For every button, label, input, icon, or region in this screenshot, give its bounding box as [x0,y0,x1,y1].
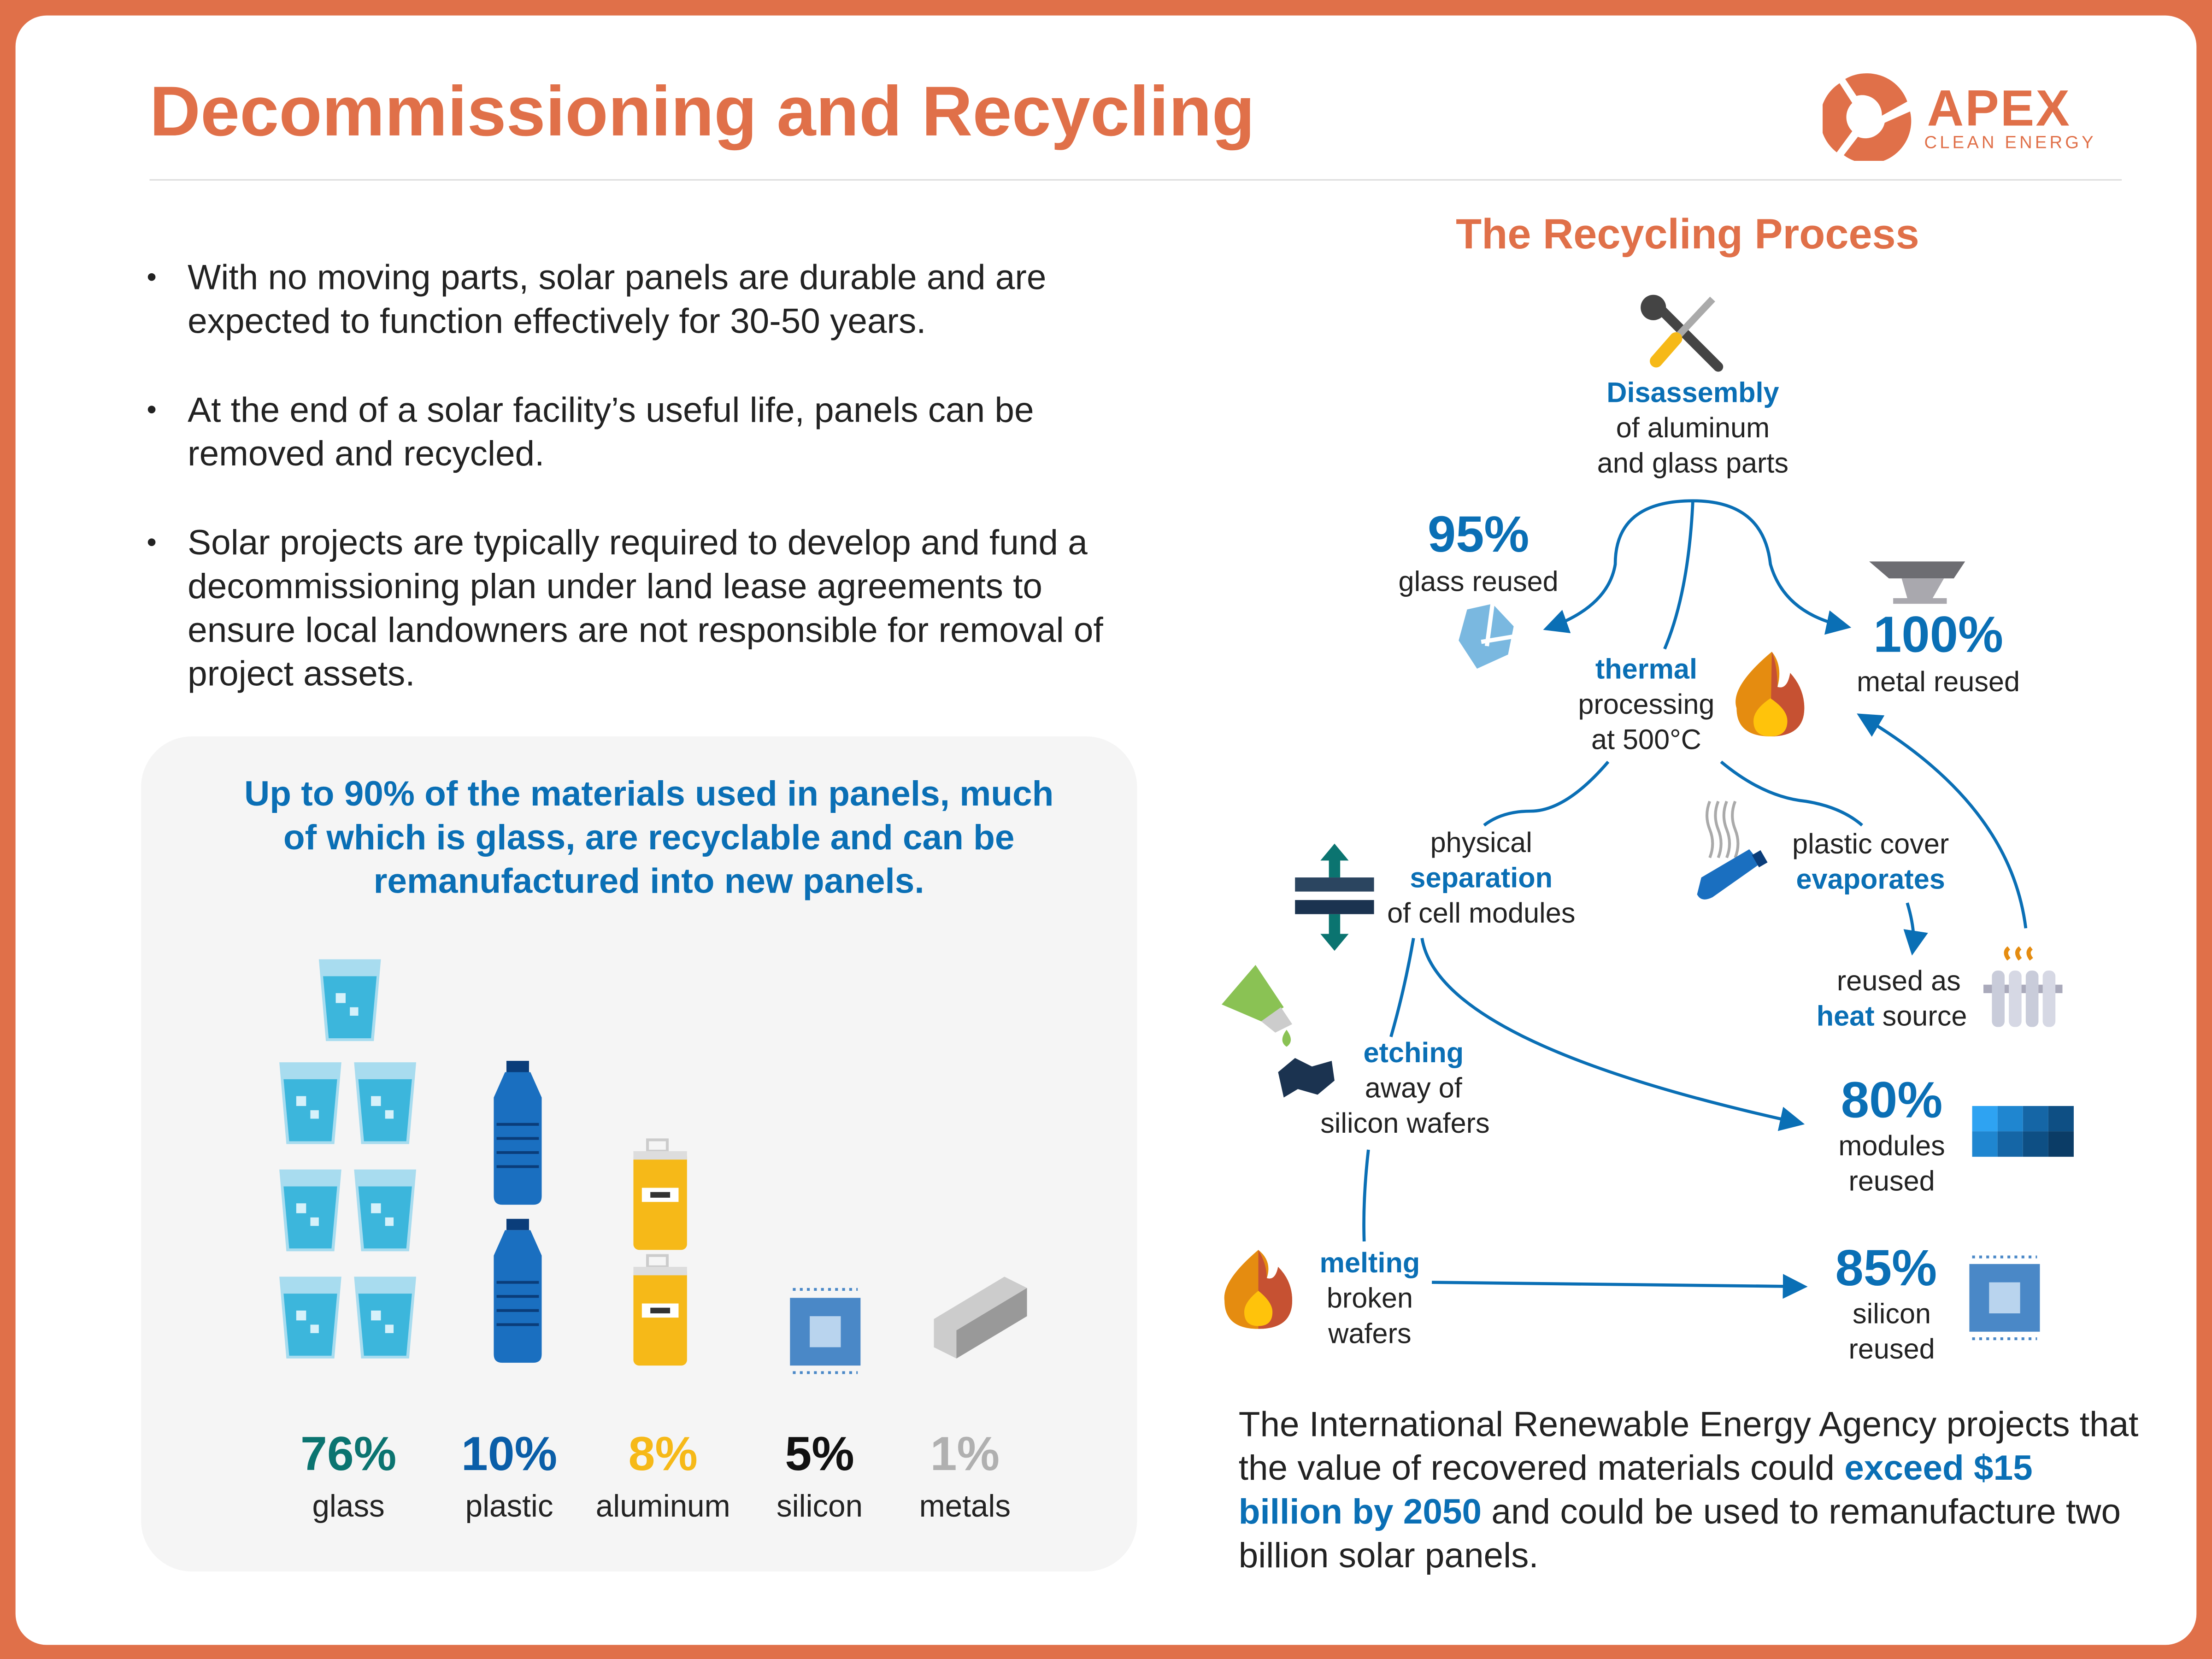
fire-icon [1735,652,1805,736]
aluminum-label: aluminum [595,1488,730,1524]
evaporates-title: evaporates [1796,865,1945,896]
bullet-item: Solar projects are typically required to… [141,522,1129,697]
process-title: The Recycling Process [1456,212,1919,259]
steam-bottle-icon [1697,800,1768,900]
radiator-icon [1983,946,2063,1027]
silicon-reused-label: silicon reused [1807,1298,1976,1368]
divider [149,179,2122,181]
note-text: The International Renewable Energy Agenc… [1238,1405,2139,1488]
heat-line: reused as [1836,966,1961,998]
glass-shards-icon [1459,603,1516,669]
melting-title: melting [1319,1248,1420,1280]
line-to-etching [1389,938,1415,1037]
glass-percent: 76% [300,1427,397,1482]
apex-logo-icon [1820,71,1913,168]
silicon-line: silicon [1852,1299,1931,1330]
fire-icon [1224,1250,1293,1329]
arrow-to-modules [1420,938,1805,1131]
silicon-chunks-icon [1278,1058,1335,1098]
page-title: Decommissioning and Recycling [149,72,1255,151]
melting-line: wafers [1328,1319,1412,1350]
heat-title: heat [1816,1001,1875,1033]
line-to-thermal [1663,500,1694,650]
metal-reused-percent: 100% [1873,605,2003,663]
thermal-line: at 500°C [1591,725,1701,756]
etching-step: etching away of silicon wafers [1306,1037,1504,1143]
arrow-to-heat [1903,902,1928,956]
modules-reused-percent: 80% [1841,1071,1943,1129]
silicon-reused-percent: 85% [1835,1238,1937,1297]
metal-beam-icon [934,1277,1027,1359]
evaporates-step: plastic cover evaporates [1772,828,1970,899]
disassembly-line: of aluminum [1616,413,1770,445]
etching-title: etching [1363,1038,1464,1070]
separation-title: separation [1410,863,1553,894]
line-to-melting [1362,1149,1370,1241]
arrow-to-metal [1693,499,1852,635]
melting-line: broken [1326,1283,1413,1315]
separation-step: physical separation of cell modules [1376,827,1587,933]
glass-reused-percent: 95% [1427,505,1530,563]
evaporates-line: plastic cover [1792,829,1949,861]
metals-percent: 1% [930,1427,1000,1482]
glass-reused-label: glass reused [1398,567,1559,598]
silicon-percent: 5% [785,1427,854,1482]
thermal-step: thermal processing at 500°C [1547,653,1745,759]
disassembly-line: and glass parts [1597,448,1789,480]
logo-tagline: CLEAN ENERGY [1924,132,2096,153]
silicon-label: silicon [776,1488,863,1524]
bullet-item: At the end of a solar facility’s useful … [141,389,1129,477]
disassembly-title: Disassembly [1606,378,1779,409]
separation-arrows-icon [1295,843,1374,951]
logo-name: APEX [1927,79,2071,137]
silicon-chip-icon [1969,1255,2040,1341]
separation-line: physical [1430,828,1532,859]
thermal-title: thermal [1595,654,1698,686]
plastic-percent: 10% [461,1427,558,1482]
modules-reused-label: modules reused [1807,1130,1976,1200]
separation-line: of cell modules [1387,898,1576,930]
modules-line: reused [1848,1166,1935,1198]
arrow-heat-to-metal [1857,713,2028,929]
materials-headline: Up to 90% of the materials used in panel… [244,774,1054,902]
modules-line: modules [1838,1131,1945,1163]
silicon-chip-icon [790,1288,861,1374]
line-to-evaporates [1720,760,1863,827]
flask-icon [1221,965,1293,1047]
line-to-separation [1483,760,1610,827]
silicon-line: reused [1848,1334,1935,1366]
irena-note: The International Renewable Energy Agenc… [1239,1404,2141,1579]
plastic-label: plastic [465,1488,553,1524]
aluminum-percent: 8% [628,1427,698,1482]
metal-reused-label: metal reused [1857,667,2020,699]
arrow-to-glass [1543,499,1693,633]
etching-line: away of [1365,1073,1462,1105]
bullet-list: With no moving parts, solar panels are d… [141,257,1129,742]
anvil-icon [1869,561,1965,604]
module-grid-icon [1972,1106,2074,1157]
melting-step: melting broken wafers [1285,1247,1454,1353]
heat-line: source [1874,1001,1967,1033]
arrow-to-silicon [1432,1274,1808,1299]
note-highlight: exceed $15 billion by 2050 [1238,1448,2033,1532]
bullet-item: With no moving parts, solar panels are d… [141,257,1129,344]
thermal-line: processing [1578,689,1715,721]
etching-line: silicon wafers [1320,1109,1490,1140]
disassembly-step: Disassembly of aluminum and glass parts [1552,377,1834,482]
glass-label: glass [312,1488,385,1524]
wrench-screwdriver-icon [1641,294,1724,372]
note-text: and could be used to remanufacture two b… [1238,1492,2121,1576]
heat-source-step: reused as heat source [1800,965,1983,1035]
metals-label: metals [919,1488,1011,1524]
